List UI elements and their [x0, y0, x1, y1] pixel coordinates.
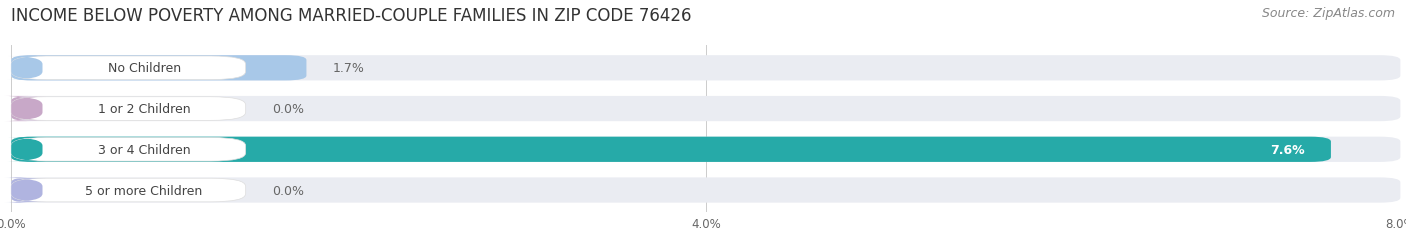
Text: 1 or 2 Children: 1 or 2 Children — [98, 103, 190, 116]
FancyBboxPatch shape — [4, 178, 32, 203]
FancyBboxPatch shape — [8, 97, 46, 121]
Text: Source: ZipAtlas.com: Source: ZipAtlas.com — [1261, 7, 1395, 20]
FancyBboxPatch shape — [8, 138, 46, 161]
Text: 7.6%: 7.6% — [1270, 143, 1305, 156]
Text: 0.0%: 0.0% — [271, 184, 304, 197]
FancyBboxPatch shape — [8, 178, 46, 202]
Text: 0.0%: 0.0% — [271, 103, 304, 116]
FancyBboxPatch shape — [11, 137, 1331, 162]
FancyBboxPatch shape — [11, 178, 1400, 203]
Text: No Children: No Children — [107, 62, 180, 75]
Text: 5 or more Children: 5 or more Children — [86, 184, 202, 197]
FancyBboxPatch shape — [11, 56, 307, 81]
Text: 3 or 4 Children: 3 or 4 Children — [98, 143, 190, 156]
FancyBboxPatch shape — [4, 97, 32, 122]
Text: INCOME BELOW POVERTY AMONG MARRIED-COUPLE FAMILIES IN ZIP CODE 76426: INCOME BELOW POVERTY AMONG MARRIED-COUPL… — [11, 7, 692, 25]
FancyBboxPatch shape — [11, 138, 246, 161]
FancyBboxPatch shape — [11, 137, 1400, 162]
FancyBboxPatch shape — [11, 178, 246, 202]
Text: 1.7%: 1.7% — [332, 62, 364, 75]
FancyBboxPatch shape — [11, 57, 246, 80]
FancyBboxPatch shape — [11, 97, 1400, 122]
FancyBboxPatch shape — [11, 97, 246, 121]
FancyBboxPatch shape — [8, 57, 46, 80]
FancyBboxPatch shape — [11, 56, 1400, 81]
